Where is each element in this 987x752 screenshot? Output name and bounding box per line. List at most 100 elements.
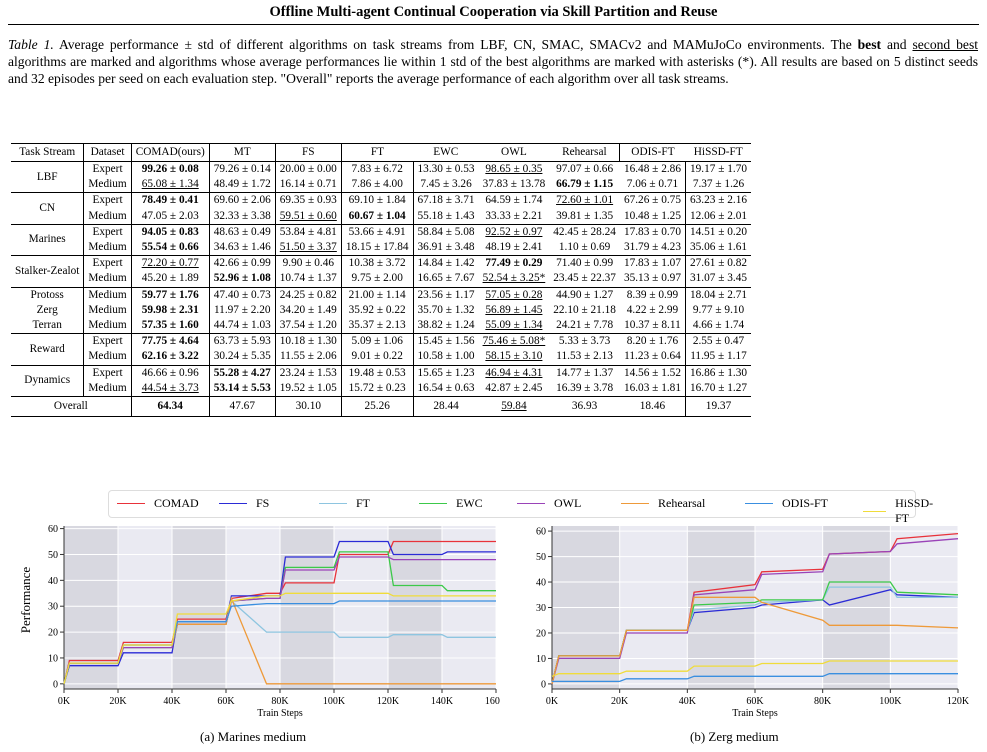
legend-label: COMAD bbox=[154, 496, 199, 510]
result-cell: 37.54 ± 1.20 bbox=[274, 318, 342, 335]
table-row: Dynamics Expert 46.66 ± 0.96 55.28 ± 4.27 23… bbox=[11, 365, 752, 398]
result-cell: 9.77 ± 9.10 bbox=[684, 302, 752, 319]
overall-cell: 64.34 bbox=[130, 396, 210, 418]
result-cell: 51.50 ± 3.37 bbox=[274, 240, 342, 257]
result-cell: 11.23 ± 0.64 bbox=[619, 349, 686, 366]
legend-item: FS bbox=[219, 496, 269, 511]
result-cell: 27.61 ± 0.82 bbox=[684, 255, 752, 272]
y-tick-label: 10 bbox=[48, 653, 58, 664]
result-cell: 10.48 ± 1.25 bbox=[619, 208, 686, 225]
result-cell: 63.73 ± 5.93 bbox=[208, 333, 276, 350]
result-cell: 79.26 ± 0.14 bbox=[208, 161, 276, 178]
table-row: Medium 55.54 ± 0.66 34.63 ± 1.46 51.50 ± 3.… bbox=[11, 240, 752, 257]
result-cell: 16.48 ± 2.86 bbox=[623, 163, 681, 175]
subfigure-a-caption: (a) Marines medium bbox=[200, 729, 307, 744]
result-cell: 46.66 ± 0.96 bbox=[130, 365, 210, 381]
x-tick-label: 100K bbox=[879, 696, 902, 707]
legend-label: ODIS-FT bbox=[782, 496, 829, 510]
legend-label: HiSSD-FT bbox=[895, 496, 934, 525]
x-tick-label: 120K bbox=[377, 696, 400, 707]
legend-item: COMAD bbox=[117, 496, 199, 511]
y-tick-label: 20 bbox=[48, 628, 58, 639]
chart-legend: COMAD FS FT EWC OWL Rehearsal ODIS-FT HiSSD-FT bbox=[108, 490, 933, 525]
result-cell: 59.51 ± 0.60 bbox=[274, 208, 342, 225]
table-row: Medium 47.05 ± 2.03 32.33 ± 3.38 59.51 ± 0.… bbox=[11, 208, 752, 225]
dataset-cell: Medium bbox=[83, 240, 132, 257]
result-cell: 1.10 ± 0.69 bbox=[549, 240, 620, 257]
result-cell: 48.19 ± 2.41 bbox=[478, 240, 550, 257]
result-cell: 36.91 ± 3.48 bbox=[412, 240, 479, 257]
chart-marines-medium: 0 10 20 30 40 50 60 0K 20K 40K 60K 80K 100K 120K 140K 1… bbox=[48, 524, 500, 719]
x-tick-label: 140K bbox=[431, 696, 454, 707]
y-tick-label: 50 bbox=[536, 552, 546, 563]
result-cell: 58.15 ± 3.10 bbox=[478, 349, 550, 366]
result-cell: 56.89 ± 1.45 bbox=[485, 303, 543, 316]
x-tick-label: 120K bbox=[947, 696, 970, 707]
result-cell: 35.13 ± 0.97 bbox=[619, 271, 686, 288]
result-cell: 44.54 ± 3.73 bbox=[130, 380, 210, 398]
x-tick-label: 60K bbox=[217, 696, 235, 707]
overall-cell: 25.26 bbox=[340, 396, 414, 418]
result-cell: 14.56 ± 1.52 bbox=[623, 366, 681, 379]
result-cell: 10.38 ± 3.72 bbox=[340, 255, 414, 272]
result-cell: 44.90 ± 1.27 bbox=[556, 288, 614, 301]
result-cell: 16.65 ± 7.67 bbox=[412, 271, 479, 288]
overall-row: Overall 64.34 47.67 30.10 25.26 28.44 59.84 36.… bbox=[11, 396, 752, 418]
result-cell: 7.83 ± 6.72 bbox=[340, 161, 414, 178]
result-cell: 7.06 ± 0.71 bbox=[619, 177, 686, 194]
y-tick-label: 0 bbox=[53, 679, 58, 690]
y-tick-label: 30 bbox=[536, 603, 546, 614]
series-line-odis-ft bbox=[552, 673, 958, 683]
result-cell: 31.07 ± 3.45 bbox=[684, 271, 752, 288]
result-cell: 69.10 ± 1.84 bbox=[340, 192, 414, 209]
result-cell: 8.20 ± 1.76 bbox=[626, 335, 679, 348]
dataset-cell: Expert bbox=[83, 255, 132, 272]
result-cell: 2.55 ± 0.47 bbox=[684, 333, 752, 350]
result-cell: 52.96 ± 1.08 bbox=[208, 271, 276, 288]
result-cell: 35.92 ± 0.22 bbox=[340, 302, 414, 319]
result-cell: 15.72 ± 0.23 bbox=[340, 380, 414, 398]
result-cell: 33.33 ± 2.21 bbox=[478, 208, 550, 225]
result-cell: 11.95 ± 1.17 bbox=[684, 349, 752, 366]
task-stream-name: Protoss bbox=[30, 288, 64, 301]
y-tick-label: 30 bbox=[48, 602, 58, 613]
result-cell: 38.82 ± 1.24 bbox=[412, 318, 479, 335]
result-cell: 20.00 ± 0.00 bbox=[274, 161, 342, 178]
results-table: Task Stream Dataset COMAD(ours) MT FS FT EWC OW… bbox=[11, 143, 752, 418]
legend-line bbox=[863, 510, 887, 512]
result-cell: 45.20 ± 1.89 bbox=[130, 271, 210, 288]
table-row: CN Expert 78.49 ± 0.41 69.60 ± 2.06 69.35 ± … bbox=[11, 192, 752, 225]
table-row: Medium 59.98 ± 2.31 11.97 ± 2.20 34.20 ± 1.… bbox=[11, 302, 752, 319]
task-stream-cell: CN bbox=[11, 192, 84, 225]
table-row: Medium 65.08 ± 1.34 48.49 ± 1.72 16.14 ± 0.… bbox=[11, 177, 752, 194]
legend-item: HiSSD-FT bbox=[863, 496, 938, 526]
overall-cell: 28.44 bbox=[412, 396, 479, 418]
result-cell: 67.26 ± 0.75 bbox=[623, 194, 681, 207]
result-cell: 21.00 ± 1.14 bbox=[340, 287, 414, 303]
subfigure-b-caption: (b) Zerg medium bbox=[690, 729, 779, 744]
result-cell: 97.07 ± 0.66 bbox=[556, 163, 614, 175]
result-cell: 69.60 ± 2.06 bbox=[208, 192, 276, 209]
result-cell: 47.40 ± 0.73 bbox=[208, 287, 276, 303]
result-cell: 75.46 ± 5.08* bbox=[482, 335, 546, 348]
legend-item: OWL bbox=[517, 496, 581, 511]
task-band bbox=[388, 526, 442, 689]
result-cell: 34.63 ± 1.46 bbox=[208, 240, 276, 257]
result-cell: 77.49 ± 0.29 bbox=[485, 257, 543, 270]
y-tick-label: 50 bbox=[48, 550, 58, 561]
overall-cell: 59.84 bbox=[478, 396, 550, 418]
dataset-cell: Medium bbox=[83, 380, 132, 398]
result-cell: 55.28 ± 4.27 bbox=[208, 365, 276, 381]
result-cell: 31.79 ± 4.23 bbox=[619, 240, 686, 257]
dataset-cell: Medium bbox=[83, 208, 132, 225]
result-cell: 37.83 ± 13.78 bbox=[478, 177, 550, 194]
result-cell: 19.17 ± 1.70 bbox=[684, 161, 752, 178]
result-cell: 53.84 ± 4.81 bbox=[274, 224, 342, 241]
series-line-hissd-ft bbox=[63, 592, 496, 684]
result-cell: 42.45 ± 28.24 bbox=[553, 225, 616, 238]
result-cell: 32.33 ± 3.38 bbox=[208, 208, 276, 225]
task-stream-name: CN bbox=[39, 202, 56, 214]
column-header: MT bbox=[208, 143, 276, 162]
result-cell: 8.39 ± 0.99 bbox=[626, 288, 679, 301]
x-tick-label: 80K bbox=[271, 696, 289, 707]
